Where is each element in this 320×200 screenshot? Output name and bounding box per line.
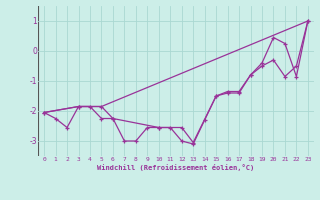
X-axis label: Windchill (Refroidissement éolien,°C): Windchill (Refroidissement éolien,°C) — [97, 164, 255, 171]
